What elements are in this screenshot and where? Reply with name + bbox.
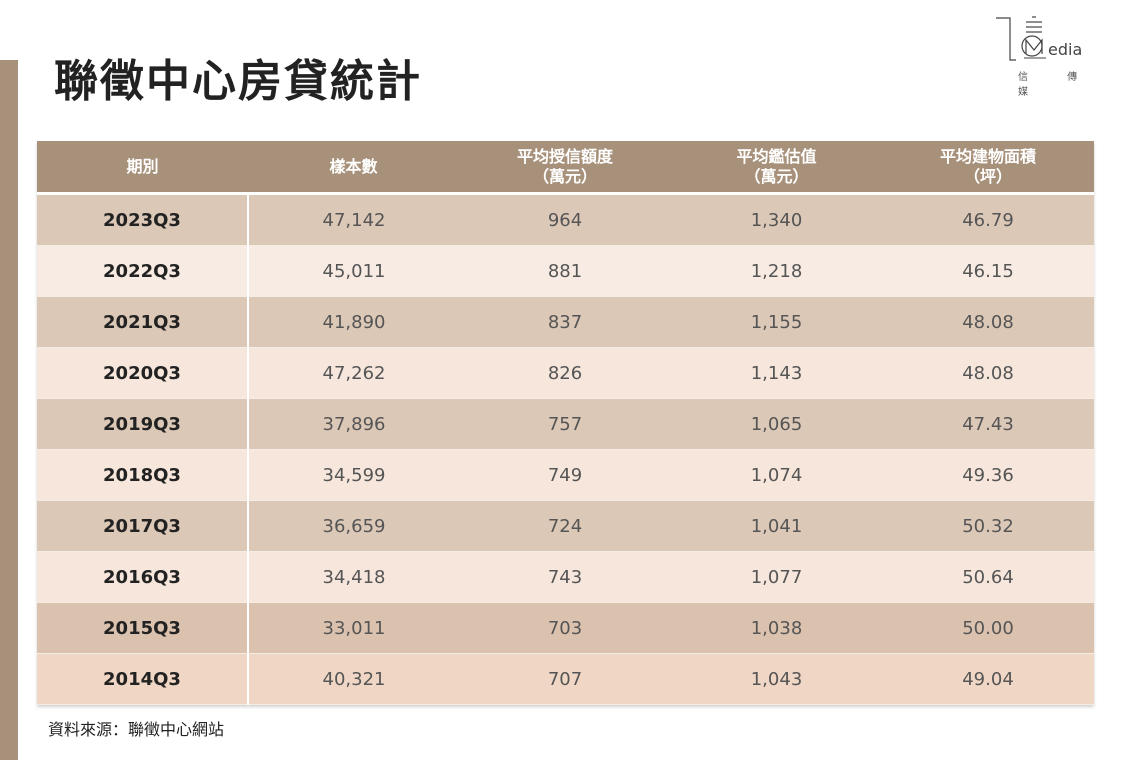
cell-avg-appraisal: 1,077 [671,551,882,603]
header-period: 期別 [37,141,248,195]
cell-avg-credit: 837 [459,296,671,348]
cell-sample-count: 41,890 [248,296,459,348]
cell-avg-credit: 826 [459,347,671,399]
header-avg-appraisal-label: 平均鑑估值 [736,147,817,167]
cell-sample-count: 34,418 [248,551,459,603]
header-avg-area-label: 平均建物面積 [939,147,1036,167]
header-avg-credit-unit: （萬元） [532,166,597,186]
cell-avg-area: 46.79 [882,193,1094,246]
cell-sample-count: 47,142 [248,193,459,246]
table-row: 2015Q3 33,011 703 1,038 50.00 [37,602,1094,654]
table-row: 2023Q3 47,142 964 1,340 46.79 [37,193,1094,246]
cell-sample-count: 36,659 [248,500,459,552]
data-source-note: 資料來源：聯徵中心網站 [48,720,225,739]
cell-avg-area: 49.36 [882,449,1094,501]
table-row: 2021Q3 41,890 837 1,155 48.08 [37,296,1094,348]
cell-sample-count: 47,262 [248,347,459,399]
cell-sample-count: 34,599 [248,449,459,501]
cell-avg-credit: 707 [459,653,671,705]
cell-period: 2023Q3 [37,193,249,246]
header-avg-credit: 平均授信額度 （萬元） [459,141,671,195]
cell-avg-area: 48.08 [882,347,1094,399]
table-row: 2017Q3 36,659 724 1,041 50.32 [37,500,1094,552]
cell-avg-area: 48.08 [882,296,1094,348]
side-accent-bar [0,60,18,760]
table-row: 2016Q3 34,418 743 1,077 50.64 [37,551,1094,603]
cell-avg-area: 47.43 [882,398,1094,450]
cell-period: 2017Q3 [37,500,249,552]
cell-avg-credit: 724 [459,500,671,552]
table-header-row: 期別 樣本數 平均授信額度 （萬元） 平均鑑估值 （萬元） 平均建物面積 （坪） [37,141,1094,195]
cell-avg-appraisal: 1,043 [671,653,882,705]
cell-avg-appraisal: 1,065 [671,398,882,450]
cell-avg-credit: 964 [459,193,671,246]
cell-period: 2022Q3 [37,245,249,297]
cell-avg-appraisal: 1,038 [671,602,882,654]
header-avg-appraisal-unit: （萬元） [744,166,809,186]
logo-subtitle: 信 傳 媒 [1018,72,1096,98]
cell-avg-area: 49.04 [882,653,1094,705]
cell-sample-count: 40,321 [248,653,459,705]
cell-avg-appraisal: 1,155 [671,296,882,348]
cell-period: 2016Q3 [37,551,249,603]
cell-sample-count: 45,011 [248,245,459,297]
table-row: 2020Q3 47,262 826 1,143 48.08 [37,347,1094,399]
cell-avg-appraisal: 1,340 [671,193,882,246]
logo-wordmark: edia [1048,40,1082,59]
header-avg-credit-label: 平均授信額度 [516,147,613,167]
mortgage-stats-table: 期別 樣本數 平均授信額度 （萬元） 平均鑑估值 （萬元） 平均建物面積 （坪） 20… [37,141,1094,705]
cell-sample-count: 33,011 [248,602,459,654]
cell-avg-area: 50.00 [882,602,1094,654]
cell-avg-appraisal: 1,143 [671,347,882,399]
cell-avg-credit: 757 [459,398,671,450]
header-period-label: 期別 [126,156,159,176]
cell-period: 2014Q3 [37,653,249,705]
cell-period: 2021Q3 [37,296,249,348]
table-row: 2022Q3 45,011 881 1,218 46.15 [37,245,1094,297]
table-row: 2018Q3 34,599 749 1,074 49.36 [37,449,1094,501]
cell-avg-credit: 743 [459,551,671,603]
cell-avg-area: 50.64 [882,551,1094,603]
media-logo: edia [996,14,1116,94]
cell-avg-area: 50.32 [882,500,1094,552]
media-logo-icon: edia [996,16,1082,61]
table-row: 2014Q3 40,321 707 1,043 49.04 [37,653,1094,705]
cell-avg-appraisal: 1,218 [671,245,882,297]
cell-period: 2019Q3 [37,398,249,450]
cell-sample-count: 37,896 [248,398,459,450]
table-row: 2019Q3 37,896 757 1,065 47.43 [37,398,1094,450]
cell-period: 2018Q3 [37,449,249,501]
header-avg-appraisal: 平均鑑估值 （萬元） [671,141,882,195]
cell-avg-credit: 749 [459,449,671,501]
cell-avg-appraisal: 1,074 [671,449,882,501]
header-sample-count: 樣本數 [248,141,459,195]
page-title: 聯徵中心房貸統計 [54,56,422,107]
cell-avg-credit: 703 [459,602,671,654]
header-avg-area: 平均建物面積 （坪） [882,141,1094,195]
header-sample-count-label: 樣本數 [329,156,378,176]
header-avg-area-unit: （坪） [963,166,1012,186]
cell-avg-area: 46.15 [882,245,1094,297]
cell-period: 2020Q3 [37,347,249,399]
cell-avg-appraisal: 1,041 [671,500,882,552]
cell-period: 2015Q3 [37,602,249,654]
cell-avg-credit: 881 [459,245,671,297]
